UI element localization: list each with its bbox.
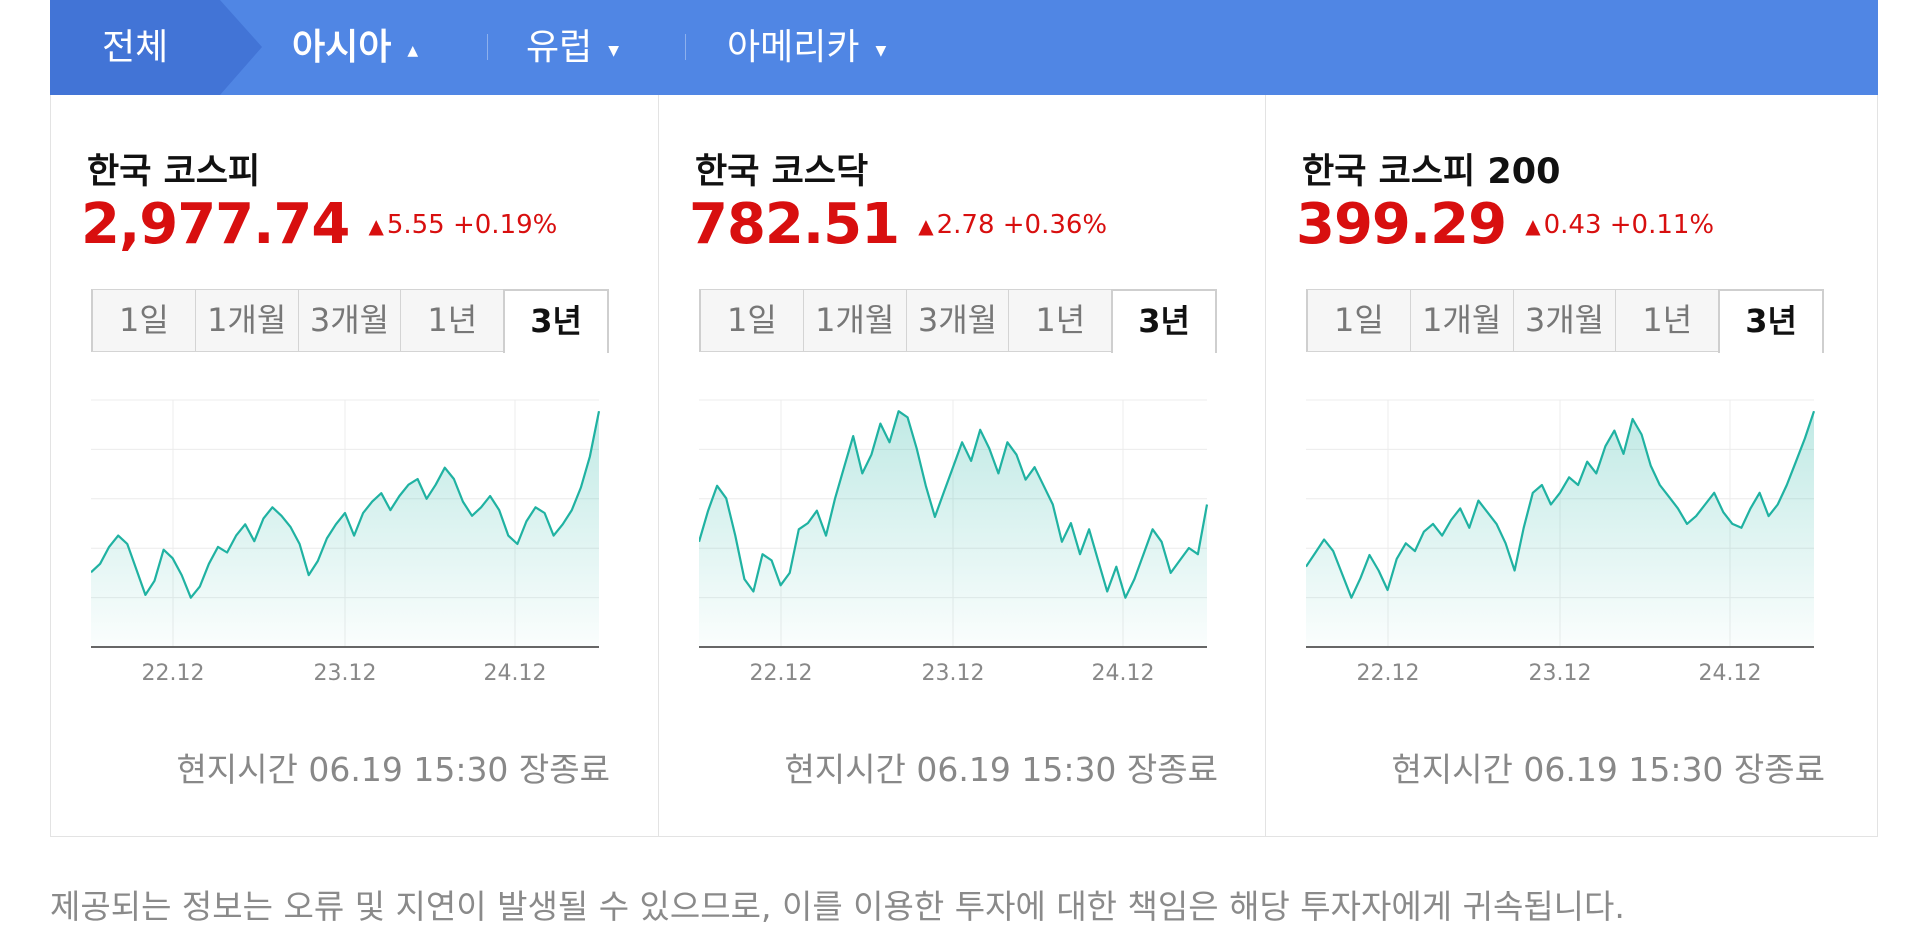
series-area xyxy=(1306,411,1814,647)
index-name: 한국 코스닥 xyxy=(695,152,869,192)
update-time: 현지시간 06.19 15:30 장종료 xyxy=(1391,750,1825,789)
tab-america[interactable]: 아메리카 ▼ xyxy=(727,0,886,95)
index-price: 782.51 xyxy=(689,192,900,257)
series-area xyxy=(91,411,599,647)
tab-europe[interactable]: 유럽 ▼ xyxy=(526,0,619,95)
market-tab-bar: 전체 아시아 ▲ 유럽 ▼ 아메리카 ▼ xyxy=(50,0,1878,95)
index-quote: 782.51 ▲ 2.78 +0.36% xyxy=(689,192,1107,258)
caret-down-icon: ▼ xyxy=(608,43,620,59)
tab-asia-label: 아시아 xyxy=(292,27,392,68)
series-line xyxy=(699,410,1209,599)
period-selector: 1일 1개월 3개월 1년 3년 xyxy=(699,289,1217,353)
index-chart: 22.12 23.12 24.12 xyxy=(699,399,1209,685)
x-tick-label: 22.12 xyxy=(1357,661,1420,685)
index-card-kosdaq[interactable]: 한국 코스닥 782.51 ▲ 2.78 +0.36% 1일 1개월 3개월 1년… xyxy=(658,95,1266,836)
x-tick-label: 22.12 xyxy=(142,661,205,685)
tab-america-label: 아메리카 xyxy=(727,27,860,68)
period-tab-1y[interactable]: 1년 xyxy=(400,289,504,352)
tab-divider xyxy=(487,34,488,60)
index-chart: 22.12 23.12 24.12 xyxy=(91,399,601,685)
index-card-kospi[interactable]: 한국 코스피 2,977.74 ▲ 5.55 +0.19% 1일 1개월 3개월 … xyxy=(51,95,658,836)
change-value: 0.43 xyxy=(1543,209,1602,240)
index-cards-panel: 한국 코스피 2,977.74 ▲ 5.55 +0.19% 1일 1개월 3개월 … xyxy=(50,95,1878,837)
tab-all-background xyxy=(50,0,262,95)
index-quote: 2,977.74 ▲ 5.55 +0.19% xyxy=(81,192,557,258)
triangle-up-icon: ▲ xyxy=(368,213,384,238)
period-tab-1m[interactable]: 1개월 xyxy=(802,289,906,352)
tab-all[interactable]: 전체 xyxy=(102,0,168,95)
x-tick-label: 24.12 xyxy=(1092,661,1155,685)
index-price: 2,977.74 xyxy=(81,192,350,257)
tab-all-label: 전체 xyxy=(102,27,169,68)
index-change: ▲ 5.55 +0.19% xyxy=(368,210,557,240)
period-tab-1m[interactable]: 1개월 xyxy=(194,289,298,352)
period-tab-1m[interactable]: 1개월 xyxy=(1409,289,1513,352)
triangle-up-icon: ▲ xyxy=(1525,213,1541,238)
disclaimer-text: 제공되는 정보는 오류 및 지연이 발생될 수 있으므로, 이를 이용한 투자에… xyxy=(50,887,1625,926)
change-value: 2.78 xyxy=(936,209,995,240)
change-percent: +0.11% xyxy=(1609,209,1715,240)
x-tick-label: 23.12 xyxy=(314,661,377,685)
caret-up-icon: ▲ xyxy=(407,43,419,59)
x-tick-label: 23.12 xyxy=(1529,661,1592,685)
series-area xyxy=(699,411,1207,647)
period-tab-3y[interactable]: 3년 xyxy=(503,289,609,353)
period-tab-3m[interactable]: 3개월 xyxy=(297,289,401,352)
index-card-kospi200[interactable]: 한국 코스피 200 399.29 ▲ 0.43 +0.11% 1일 1개월 3개… xyxy=(1265,95,1873,836)
index-chart: 22.12 23.12 24.12 xyxy=(1306,399,1816,685)
index-name: 한국 코스피 xyxy=(87,152,261,192)
x-tick-label: 23.12 xyxy=(922,661,985,685)
period-selector: 1일 1개월 3개월 1년 3년 xyxy=(1306,289,1824,353)
period-tab-1d[interactable]: 1일 xyxy=(91,289,195,352)
period-tab-3m[interactable]: 3개월 xyxy=(1512,289,1616,352)
series-line xyxy=(91,410,601,599)
x-tick-label: 24.12 xyxy=(484,661,547,685)
x-tick-label: 22.12 xyxy=(750,661,813,685)
period-selector: 1일 1개월 3개월 1년 3년 xyxy=(91,289,609,353)
period-tab-1y[interactable]: 1년 xyxy=(1008,289,1112,352)
period-tab-3y[interactable]: 3년 xyxy=(1111,289,1217,353)
period-tab-1y[interactable]: 1년 xyxy=(1615,289,1719,352)
triangle-up-icon: ▲ xyxy=(918,213,934,238)
tab-europe-label: 유럽 xyxy=(526,27,593,68)
series-line xyxy=(1306,410,1816,599)
index-change: ▲ 2.78 +0.36% xyxy=(918,210,1107,240)
index-price: 399.29 xyxy=(1296,192,1507,257)
change-percent: +0.36% xyxy=(1002,209,1108,240)
index-name: 한국 코스피 200 xyxy=(1302,152,1561,192)
index-change: ▲ 0.43 +0.11% xyxy=(1525,210,1714,240)
x-tick-label: 24.12 xyxy=(1699,661,1762,685)
change-percent: +0.19% xyxy=(452,209,558,240)
period-tab-3y[interactable]: 3년 xyxy=(1718,289,1824,353)
period-tab-3m[interactable]: 3개월 xyxy=(905,289,1009,352)
update-time: 현지시간 06.19 15:30 장종료 xyxy=(784,750,1218,789)
period-tab-1d[interactable]: 1일 xyxy=(699,289,803,352)
index-quote: 399.29 ▲ 0.43 +0.11% xyxy=(1296,192,1714,258)
caret-down-icon: ▼ xyxy=(875,43,887,59)
update-time: 현지시간 06.19 15:30 장종료 xyxy=(176,750,610,789)
tab-asia[interactable]: 아시아 ▲ xyxy=(292,0,418,95)
period-tab-1d[interactable]: 1일 xyxy=(1306,289,1410,352)
tab-divider xyxy=(685,34,686,60)
change-value: 5.55 xyxy=(386,209,445,240)
